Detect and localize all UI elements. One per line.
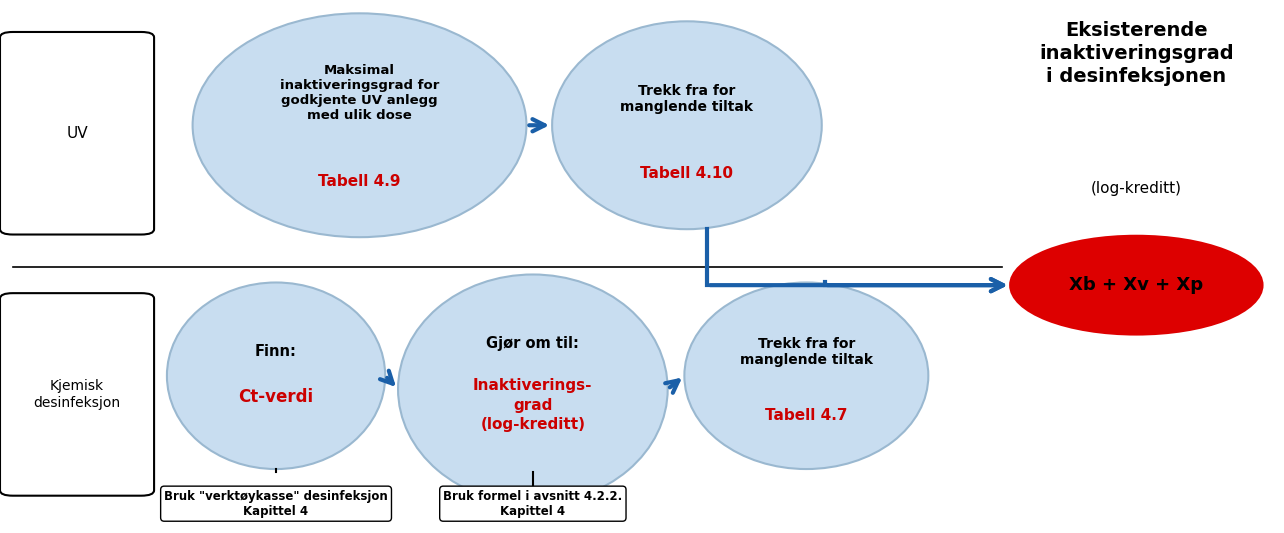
Text: Tabell 4.9: Tabell 4.9 bbox=[318, 174, 401, 189]
Text: Trekk fra for
manglende tiltak: Trekk fra for manglende tiltak bbox=[620, 84, 754, 114]
Text: Maksimal
inaktiveringsgrad for
godkjente UV anlegg
med ulik dose: Maksimal inaktiveringsgrad for godkjente… bbox=[280, 64, 439, 122]
Ellipse shape bbox=[1011, 236, 1262, 334]
Ellipse shape bbox=[193, 13, 526, 237]
Text: Finn:: Finn: bbox=[256, 344, 297, 359]
Text: Inaktiverings-
grad
(log-kreditt): Inaktiverings- grad (log-kreditt) bbox=[473, 378, 593, 432]
Text: Ct-verdi: Ct-verdi bbox=[239, 388, 313, 406]
Text: Tabell 4.10: Tabell 4.10 bbox=[641, 166, 733, 181]
Text: UV: UV bbox=[67, 126, 87, 141]
Ellipse shape bbox=[684, 282, 928, 469]
Text: Bruk "verktøykasse" desinfeksjon
Kapittel 4: Bruk "verktøykasse" desinfeksjon Kapitte… bbox=[164, 490, 388, 518]
Text: Xb + Xv + Xp: Xb + Xv + Xp bbox=[1070, 276, 1203, 294]
Text: Kjemisk
desinfeksjon: Kjemisk desinfeksjon bbox=[33, 379, 121, 409]
Text: Trekk fra for
manglende tiltak: Trekk fra for manglende tiltak bbox=[740, 337, 873, 367]
Text: Tabell 4.7: Tabell 4.7 bbox=[765, 408, 847, 423]
Text: (log-kreditt): (log-kreditt) bbox=[1091, 181, 1181, 196]
FancyBboxPatch shape bbox=[0, 293, 154, 496]
Ellipse shape bbox=[552, 21, 822, 229]
Ellipse shape bbox=[167, 282, 385, 469]
Text: Bruk formel i avsnitt 4.2.2.
Kapittel 4: Bruk formel i avsnitt 4.2.2. Kapittel 4 bbox=[443, 490, 623, 518]
FancyBboxPatch shape bbox=[0, 32, 154, 235]
Text: Eksisterende
inaktiveringsgrad
i desinfeksjonen: Eksisterende inaktiveringsgrad i desinfe… bbox=[1039, 21, 1234, 86]
Text: Gjør om til:: Gjør om til: bbox=[487, 336, 579, 351]
Ellipse shape bbox=[398, 274, 668, 504]
